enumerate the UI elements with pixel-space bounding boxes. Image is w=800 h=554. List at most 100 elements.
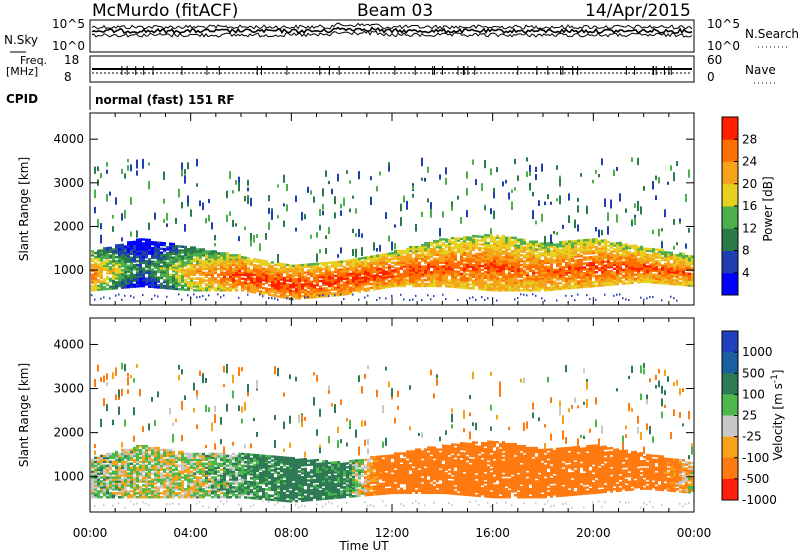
range-gate-cell — [493, 265, 496, 269]
range-gate-cell — [397, 255, 400, 259]
range-gate-cell — [598, 268, 601, 272]
range-gate-cell — [538, 273, 541, 276]
range-gate-cell — [559, 195, 561, 205]
range-gate-cell — [397, 251, 400, 255]
range-gate-cell — [439, 271, 442, 274]
range-gate-cell — [235, 281, 238, 284]
range-gate-cell — [565, 265, 568, 269]
range-gate-cell — [148, 452, 151, 456]
range-gate-cell — [133, 472, 136, 475]
range-gate-cell — [634, 277, 637, 280]
range-gate-cell — [442, 282, 445, 286]
range-gate-cell — [532, 283, 535, 286]
range-gate-cell — [496, 287, 499, 290]
range-gate-cell — [154, 262, 157, 266]
range-gate-cell — [253, 260, 256, 263]
range-gate-cell — [598, 274, 601, 278]
range-gate-cell — [328, 265, 331, 268]
range-gate-cell — [175, 248, 178, 252]
range-gate-cell — [574, 241, 577, 245]
range-gate-cell — [229, 258, 232, 261]
range-gate-cell — [556, 282, 559, 285]
range-gate-cell — [367, 261, 370, 265]
range-gate-cell — [280, 268, 283, 272]
range-gate-cell — [607, 226, 609, 235]
range-gate-cell — [562, 224, 564, 229]
range-gate-cell — [139, 460, 142, 464]
range-gate-cell — [688, 169, 690, 178]
range-gate-cell — [190, 271, 193, 274]
range-gate-cell — [586, 281, 589, 284]
range-gate-cell — [94, 284, 97, 288]
range-gate-cell — [439, 174, 441, 180]
range-gate-cell — [325, 290, 328, 294]
range-gate-cell — [523, 248, 526, 251]
range-gate-cell — [250, 282, 253, 286]
range-gate-cell — [331, 188, 333, 195]
range-gate-cell — [553, 255, 556, 258]
range-gate-cell — [223, 265, 226, 269]
range-gate-cell — [97, 480, 100, 483]
range-gate-cell — [373, 282, 376, 285]
range-gate-cell — [94, 493, 97, 497]
range-gate-cell — [190, 209, 192, 217]
range-gate-cell — [685, 282, 688, 285]
range-gate-cell — [577, 268, 580, 272]
range-gate-cell — [136, 444, 139, 448]
range-gate-cell — [196, 250, 199, 253]
range-gate-cell — [379, 267, 382, 271]
range-gate-cell — [439, 245, 442, 249]
range-gate-cell — [412, 273, 415, 276]
range-gate-cell — [151, 460, 154, 464]
range-gate-cell — [103, 249, 106, 252]
range-gate-cell — [457, 278, 460, 281]
range-gate-cell — [91, 480, 94, 483]
range-gate-cell — [316, 293, 319, 297]
range-gate-cell — [229, 289, 232, 292]
range-gate-cell — [445, 238, 448, 241]
range-gate-cell — [184, 245, 187, 249]
range-gate-cell — [118, 278, 121, 282]
range-gate-cell — [532, 285, 535, 288]
range-gate-cell — [139, 472, 142, 475]
range-gate-cell — [388, 271, 391, 275]
range-gate-cell — [136, 488, 139, 491]
range-gate-cell — [649, 265, 652, 268]
range-gate-cell — [265, 277, 268, 281]
range-gate-cell — [409, 263, 412, 266]
range-gate-cell — [337, 270, 340, 273]
range-gate-cell — [439, 247, 442, 251]
range-gate-cell — [115, 468, 118, 471]
range-gate-cell — [136, 252, 139, 255]
range-gate-cell — [154, 490, 157, 493]
range-gate-cell — [679, 273, 682, 277]
range-gate-cell — [448, 246, 451, 249]
range-gate-cell — [154, 274, 157, 277]
range-gate-cell — [520, 250, 523, 253]
range-gate-cell — [598, 263, 601, 266]
range-gate-cell — [343, 267, 346, 271]
range-gate-cell — [166, 252, 169, 255]
range-gate-cell — [202, 287, 205, 290]
range-gate-cell — [421, 245, 424, 249]
range-gate-cell — [238, 256, 241, 259]
range-gate-cell — [217, 275, 220, 278]
range-gate-cell — [325, 273, 328, 276]
range-gate-cell — [250, 286, 253, 290]
range-gate-cell — [469, 287, 472, 290]
range-gate-cell — [247, 262, 250, 266]
range-gate-cell — [373, 278, 376, 281]
range-gate-cell — [163, 257, 166, 261]
range-gate-cell — [94, 379, 96, 388]
range-gate-cell — [517, 275, 520, 278]
range-gate-cell — [385, 278, 388, 281]
range-gate-cell — [649, 249, 652, 253]
range-gate-cell — [511, 277, 514, 280]
range-gate-cell — [175, 252, 178, 256]
range-gate-cell — [691, 276, 694, 280]
range-gate-cell — [544, 277, 547, 280]
range-gate-cell — [142, 501, 144, 504]
range-gate-cell — [535, 294, 537, 297]
range-gate-cell — [508, 265, 511, 269]
range-gate-cell — [412, 284, 415, 288]
